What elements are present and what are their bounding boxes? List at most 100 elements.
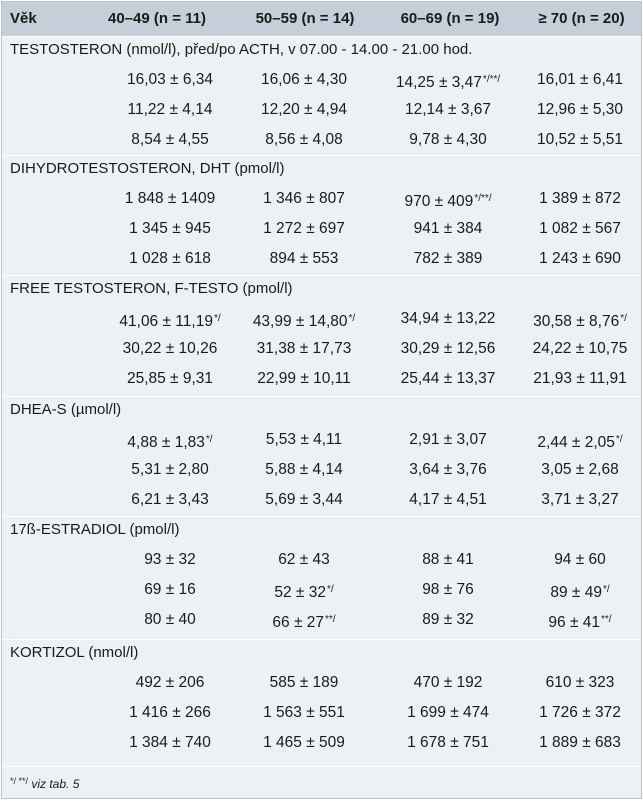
table-row: 492 ± 206 585 ± 189 470 ± 192 610 ± 323 (2, 668, 641, 698)
table-cell: 5,69 ± 3,44 (229, 485, 379, 515)
table-row: 1 384 ± 740 1 465 ± 509 1 678 ± 751 1 889 ±… (2, 728, 641, 758)
table-cell: 1 726 ± 372 (505, 698, 643, 728)
cell-value: 1 465 ± 509 (263, 734, 345, 751)
cell-value: 1 848 ± 1409 (124, 190, 216, 207)
table-row: 30,22 ± 10,26 31,38 ± 17,73 30,29 ± 12,56 2… (2, 334, 641, 364)
cell-value: 1 082 ± 567 (539, 220, 621, 237)
section-title: KORTIZOL (nmol/l) (10, 644, 139, 661)
table-cell: 30,29 ± 12,56 (373, 334, 523, 364)
section-separator (2, 516, 641, 517)
table-cell: 782 ± 389 (373, 244, 523, 274)
group-header-50-59: 50–59 (n = 14) (255, 10, 355, 27)
cell-value: 11,22 ± 4,14 (127, 101, 213, 118)
table-row: 5,31 ± 2,80 5,88 ± 4,14 3,64 ± 3,76 3,05 ± … (2, 455, 641, 485)
cell-value: 894 ± 553 (269, 250, 339, 267)
significance-mark: */ (213, 313, 221, 324)
table-cell: 16,03 ± 6,34 (95, 65, 245, 95)
significance-mark: */ (348, 313, 356, 324)
table-cell: 21,93 ± 11,91 (505, 364, 643, 394)
cell-value: 66 ± 27 (272, 614, 325, 631)
significance-mark: */ (615, 434, 623, 445)
table-row: 69 ± 16 52 ± 32*/98 ± 76 89 ± 49*/ (2, 575, 641, 605)
cell-value: 93 ± 32 (144, 551, 196, 568)
cell-value: 98 ± 76 (422, 581, 474, 598)
significance-mark: */**/ (474, 193, 492, 204)
table-cell: 3,71 ± 3,27 (505, 485, 643, 515)
cell-value: 16,03 ± 6,34 (126, 71, 214, 88)
table-cell: 585 ± 189 (229, 668, 379, 698)
cell-value: 10,52 ± 5,51 (536, 131, 624, 148)
table-cell: 3,05 ± 2,68 (505, 455, 643, 485)
table-cell: 98 ± 76 (373, 575, 523, 605)
cell-value: 470 ± 192 (413, 674, 483, 691)
table-row: 4,88 ± 1,83*/5,53 ± 4,11 2,91 ± 3,07 2,44 … (2, 425, 641, 455)
cell-value: 52 ± 32 (274, 584, 326, 601)
table-cell: 470 ± 192 (373, 668, 523, 698)
footnote-marks: */ **/ (10, 776, 29, 786)
table-cell: 24,22 ± 10,75 (505, 334, 643, 364)
cell-value: 12,20 ± 4,94 (260, 101, 348, 118)
cell-value: 12,14 ± 3,67 (404, 101, 492, 118)
table-cell: 1 416 ± 266 (95, 698, 245, 728)
age-header: Věk (10, 10, 37, 27)
table-cell: 1 272 ± 697 (229, 214, 379, 244)
significance-mark: */ (205, 434, 213, 445)
table-cell: 22,99 ± 10,11 (229, 364, 379, 394)
cell-value: 6,21 ± 3,43 (131, 491, 209, 508)
table-cell: 3,64 ± 3,76 (373, 455, 523, 485)
cell-value: 9,78 ± 4,30 (409, 131, 487, 148)
table-cell: 1 563 ± 551 (229, 698, 379, 728)
cell-value: 30,29 ± 12,56 (400, 340, 496, 357)
table-row: 1 028 ± 618 894 ± 553 782 ± 389 1 243 ± 690 (2, 244, 641, 274)
table-cell: 1 678 ± 751 (373, 728, 523, 758)
table-cell: 30,58 ± 8,76*/ (505, 304, 643, 334)
table-cell: 5,53 ± 4,11 (229, 425, 379, 455)
cell-value: 34,94 ± 13,22 (400, 310, 496, 327)
table-cell: 25,85 ± 9,31 (95, 364, 245, 394)
cell-value: 4,17 ± 4,51 (409, 491, 487, 508)
significance-mark: */ (326, 584, 334, 595)
section-separator (2, 639, 641, 640)
section-separator (2, 275, 641, 276)
cell-value: 89 ± 49 (550, 584, 602, 601)
group-header-60-69: 60–69 (n = 19) (400, 10, 500, 27)
table-row: 8,54 ± 4,55 8,56 ± 4,08 9,78 ± 4,30 10,52 ±… (2, 125, 641, 155)
section-separator (2, 155, 641, 156)
cell-value: 80 ± 40 (144, 611, 196, 628)
table-cell: 2,91 ± 3,07 (373, 425, 523, 455)
table-cell: 88 ± 41 (373, 545, 523, 575)
cell-value: 610 ± 323 (545, 674, 615, 691)
table-cell: 1 848 ± 1409 (95, 184, 245, 214)
table-cell: 25,44 ± 13,37 (373, 364, 523, 394)
table-cell: 34,94 ± 13,22 (373, 304, 523, 334)
table-cell: 492 ± 206 (95, 668, 245, 698)
cell-value: 8,56 ± 4,08 (265, 131, 343, 148)
table-cell: 31,38 ± 17,73 (229, 334, 379, 364)
table-cell: 1 028 ± 618 (95, 244, 245, 274)
cell-value: 970 ± 409 (404, 193, 474, 210)
cell-value: 8,54 ± 4,55 (131, 131, 209, 148)
cell-value: 43,99 ± 14,80 (252, 313, 348, 330)
cell-value: 5,53 ± 4,11 (265, 431, 343, 448)
significance-mark: */ (620, 313, 627, 324)
table-row: 41,06 ± 11,19*/43,99 ± 14,80*/34,94 ± 13… (2, 304, 641, 334)
table-cell: 30,22 ± 10,26 (95, 334, 245, 364)
cell-value: 89 ± 32 (422, 611, 474, 628)
table-row: 1 345 ± 945 1 272 ± 697 941 ± 384 1 082 ± 5… (2, 214, 641, 244)
table-cell: 610 ± 323 (505, 668, 643, 698)
cell-value: 1 563 ± 551 (263, 704, 345, 721)
table-cell: 5,31 ± 2,80 (95, 455, 245, 485)
group-header-70-plus: ≥ 70 (n = 20) (538, 10, 625, 27)
table-cell: 89 ± 49*/ (505, 575, 643, 605)
table-row: 1 848 ± 1409 1 346 ± 807 970 ± 409*/**/ 1 3… (2, 184, 641, 214)
cell-value: 2,44 ± 2,05 (537, 434, 615, 451)
table-cell: 4,17 ± 4,51 (373, 485, 523, 515)
cell-value: 3,05 ± 2,68 (541, 461, 619, 478)
table-cell: 5,88 ± 4,14 (229, 455, 379, 485)
table-cell: 12,96 ± 5,30 (505, 95, 643, 125)
table-cell: 12,20 ± 4,94 (229, 95, 379, 125)
footnote-text: viz tab. 5 (28, 777, 80, 791)
section-title: FREE TESTOSTERON, F-TESTO (pmol/l) (10, 280, 293, 297)
table-cell: 6,21 ± 3,43 (95, 485, 245, 515)
